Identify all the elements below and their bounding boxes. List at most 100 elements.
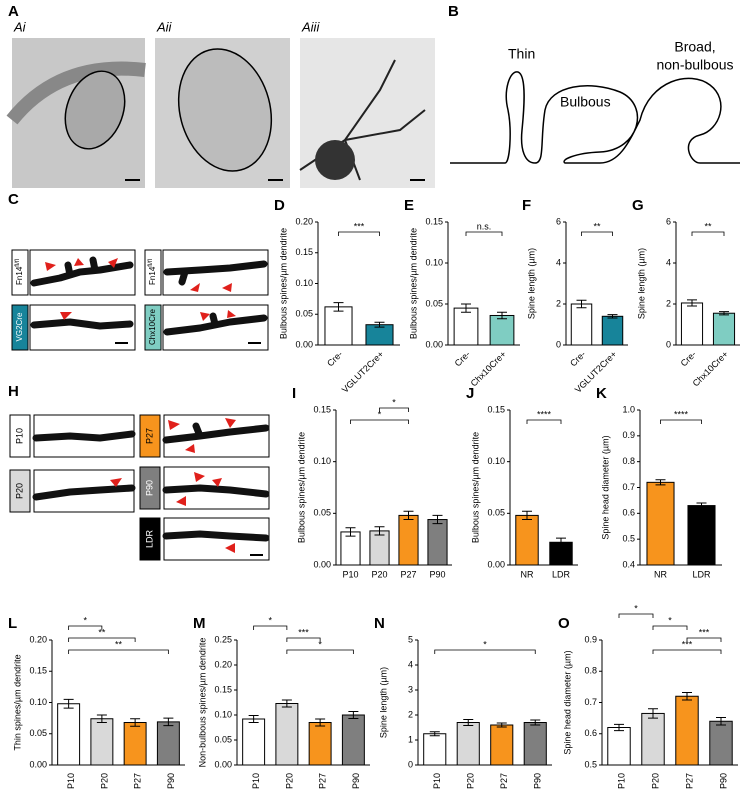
error-bar <box>348 711 359 719</box>
x-tick-label: Chx10Cre+ <box>469 349 508 388</box>
micrograph-aiii <box>299 38 435 188</box>
y-tick-label: 0.10 <box>425 257 443 267</box>
error-bar <box>687 299 697 307</box>
bar <box>489 314 515 346</box>
y-tick-label: 0.8 <box>622 456 635 466</box>
y-tick-label: 0.7 <box>584 697 597 707</box>
x-tick-label: P90 <box>351 773 361 789</box>
bar <box>646 481 675 566</box>
y-tick-label: 0.05 <box>295 309 313 319</box>
significance-bracket <box>652 649 722 654</box>
significance-label: * <box>668 615 672 625</box>
x-tick-label: P27 <box>684 773 694 789</box>
error-bar <box>248 715 259 723</box>
significance-bracket <box>618 613 654 618</box>
x-tick-label: LDR <box>692 569 711 579</box>
y-tick-label: 0.9 <box>622 430 635 440</box>
y-tick-label: 0.10 <box>29 697 47 707</box>
diagram-label: Broad, <box>674 39 715 55</box>
significance-label: * <box>392 397 396 407</box>
y-tick-label: 0.00 <box>29 759 47 769</box>
panel-label: J <box>466 385 474 402</box>
x-tick-label: P90 <box>533 773 543 789</box>
panel-label: N <box>374 615 385 632</box>
bar <box>456 722 480 766</box>
y-tick-label: 0.05 <box>425 298 443 308</box>
significance-bracket <box>68 649 169 654</box>
bar <box>369 530 390 566</box>
bar <box>57 703 81 766</box>
y-tick-label: 0.25 <box>214 634 232 644</box>
bar <box>641 712 665 766</box>
genotype-label: Fn14fl/fl <box>148 259 158 285</box>
significance-bracket <box>434 649 536 654</box>
significance-bracket <box>68 637 136 642</box>
x-tick-label: P90 <box>429 569 445 579</box>
bar <box>680 302 704 346</box>
bar <box>427 519 448 566</box>
x-tick-label: P20 <box>284 773 294 789</box>
significance-label: *** <box>682 639 693 649</box>
bar <box>675 695 699 766</box>
y-tick-label: 1.0 <box>622 404 635 414</box>
significance-bracket <box>350 419 409 424</box>
spine-outline <box>450 71 740 164</box>
significance-label: * <box>83 615 87 625</box>
error-bar <box>96 714 107 723</box>
panel-label: H <box>8 383 19 400</box>
y-tick-label: 0.05 <box>313 508 331 518</box>
genotype-label: VG2Cre <box>15 312 24 341</box>
y-tick-label: 0.5 <box>584 759 597 769</box>
error-bar <box>716 717 726 726</box>
dendrite-image <box>9 414 270 561</box>
y-axis-label: Bulbous spines/µm dendrite <box>408 228 418 339</box>
significance-label: **** <box>674 409 689 419</box>
bar <box>90 718 114 766</box>
error-bar <box>576 299 587 309</box>
y-axis-label: Spine length (µm) <box>636 248 646 319</box>
label-base: Fn14 <box>148 266 157 285</box>
error-bar <box>556 537 566 547</box>
x-tick-label: P27 <box>318 773 328 789</box>
bar <box>570 303 593 346</box>
y-axis-label: Bulbous spines/µm dendrite <box>278 228 288 339</box>
y-tick-label: 0.15 <box>487 404 505 414</box>
error-bar <box>530 719 541 726</box>
error-bar <box>163 717 174 727</box>
significance-label: *** <box>354 221 365 231</box>
y-tick-label: 0.00 <box>425 339 443 349</box>
micrograph-ai <box>6 38 146 188</box>
x-tick-label: P27 <box>499 773 509 789</box>
x-tick-label: P90 <box>718 773 728 789</box>
bar <box>123 722 147 766</box>
y-axis-label: Spine length (µm) <box>378 667 388 738</box>
error-bar <box>655 479 666 486</box>
y-tick-label: 0.15 <box>29 666 47 676</box>
age-label: P20 <box>14 483 24 499</box>
x-tick-label: P20 <box>99 773 109 789</box>
error-bar <box>607 314 618 319</box>
bar <box>275 703 299 766</box>
y-tick-label: 0.6 <box>622 508 635 518</box>
significance-label: * <box>634 603 638 613</box>
y-axis-label: Bulbous spines/µm dendrite <box>296 432 306 543</box>
y-tick-label: 0.20 <box>214 659 232 669</box>
x-tick-label: VGLUT2Cre+ <box>340 349 386 395</box>
significance-label: * <box>483 639 487 649</box>
y-tick-label: 0.8 <box>584 666 597 676</box>
significance-bracket <box>68 625 103 630</box>
x-tick-label: P20 <box>466 773 476 789</box>
micrograph-aii <box>155 38 290 188</box>
significance-bracket <box>286 637 321 642</box>
y-tick-label: 2 <box>556 298 561 308</box>
diagram-label: Bulbous <box>560 94 611 110</box>
bar <box>601 315 624 346</box>
y-tick-label: 0.00 <box>487 559 505 569</box>
panel-label: B <box>448 3 459 20</box>
diagram-label: non-bulbous <box>656 57 733 73</box>
age-label: P27 <box>144 428 154 444</box>
error-bar <box>333 302 344 312</box>
y-tick-label: 0.6 <box>584 728 597 738</box>
y-tick-label: 0.10 <box>214 709 232 719</box>
